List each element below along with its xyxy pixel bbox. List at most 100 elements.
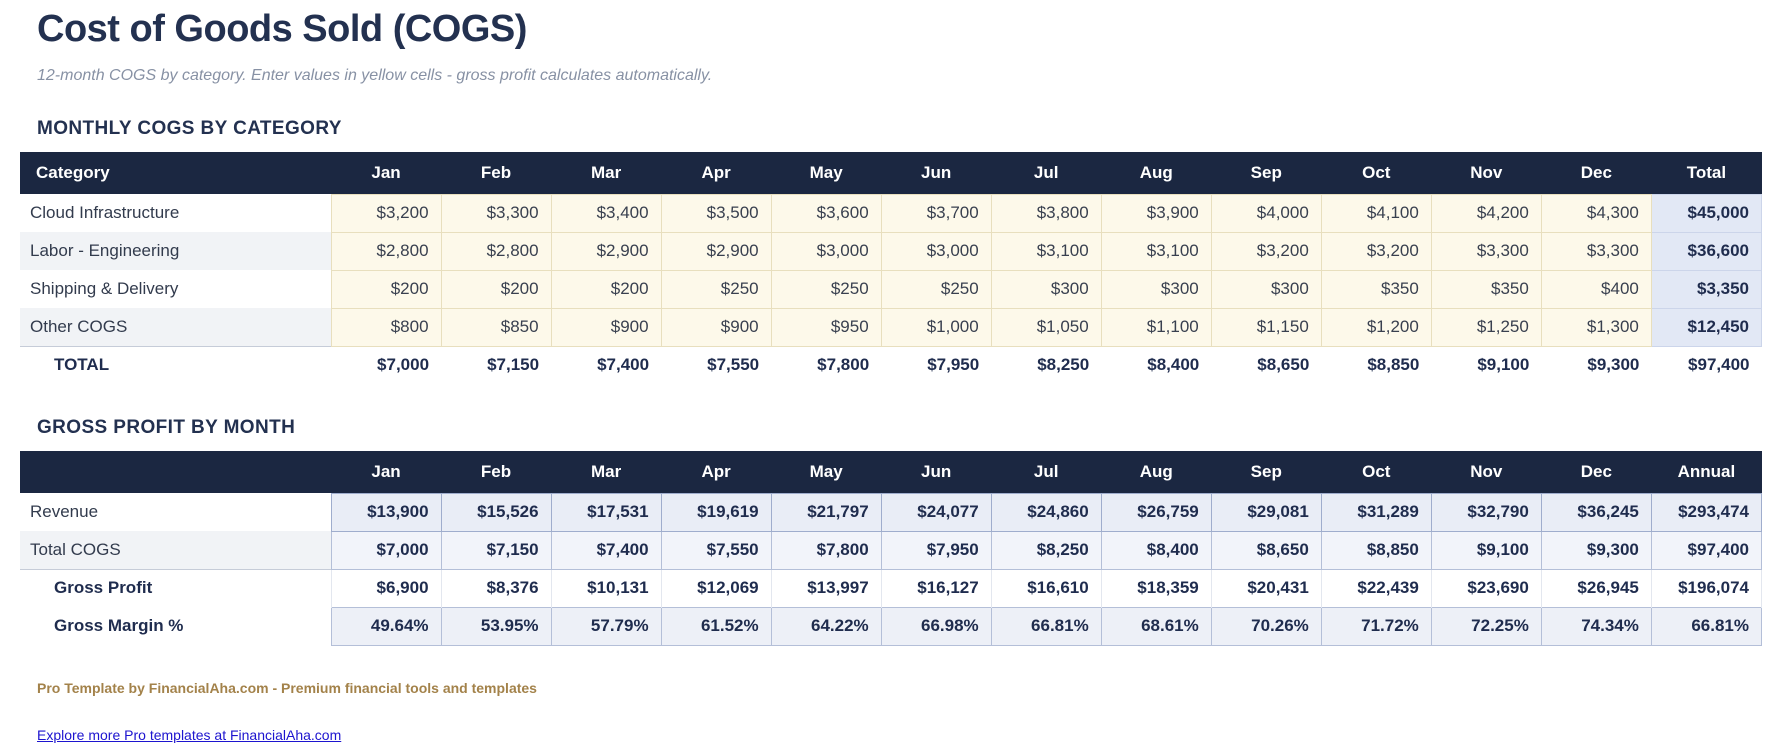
total-cogs-sep-cell: $8,650 xyxy=(1210,530,1322,570)
cloud-infrastructure-dec-cell[interactable]: $4,300 xyxy=(1540,193,1652,233)
revenue-aug-cell: $26,759 xyxy=(1100,492,1212,532)
labor-engineering-mar-cell[interactable]: $2,900 xyxy=(550,231,662,271)
shipping-delivery-total-cell: $3,350 xyxy=(1650,269,1763,309)
labor-engineering-feb-cell[interactable]: $2,800 xyxy=(440,231,552,271)
gross-margin-feb-cell: 53.95% xyxy=(440,606,552,646)
cloud-infrastructure-jul-cell[interactable]: $3,800 xyxy=(990,193,1102,233)
shipping-delivery-feb-cell[interactable]: $200 xyxy=(440,269,552,309)
other-cogs-nov-cell[interactable]: $1,250 xyxy=(1430,307,1542,347)
gross-margin-dec-cell: 74.34% xyxy=(1540,606,1652,646)
shipping-delivery-jan-cell[interactable]: $200 xyxy=(330,269,442,309)
total-dec-cell: $9,300 xyxy=(1541,345,1652,384)
cloud-infrastructure-may-cell[interactable]: $3,600 xyxy=(770,193,882,233)
total-cogs-aug-cell: $8,400 xyxy=(1100,530,1212,570)
revenue-may-cell: $21,797 xyxy=(770,492,882,532)
row-label-revenue: Revenue xyxy=(20,493,331,532)
gross-profit-jun-cell: $16,127 xyxy=(880,568,992,608)
col-header-feb: Feb xyxy=(441,151,552,195)
revenue-total-cell: $293,474 xyxy=(1650,492,1763,532)
gross-profit-apr-cell: $12,069 xyxy=(660,568,772,608)
shipping-delivery-oct-cell[interactable]: $350 xyxy=(1320,269,1432,309)
labor-engineering-aug-cell[interactable]: $3,100 xyxy=(1100,231,1212,271)
monthly-cogs-table: Category Jan Feb Mar Apr May Jun Jul Aug Sep Oct No… xyxy=(20,151,1763,384)
shipping-delivery-jun-cell[interactable]: $250 xyxy=(880,269,992,309)
explore-templates-link[interactable]: Explore more Pro templates at FinancialA… xyxy=(37,726,342,743)
row-label-total-cogs: Total COGS xyxy=(20,531,331,570)
section-title-monthly-cogs: MONTHLY COGS BY CATEGORY xyxy=(37,117,342,139)
shipping-delivery-nov-cell[interactable]: $350 xyxy=(1430,269,1542,309)
row-label-shipping-delivery: Shipping & Delivery xyxy=(20,270,331,309)
gross-profit-jan-cell: $6,900 xyxy=(330,568,442,608)
other-cogs-sep-cell[interactable]: $1,150 xyxy=(1210,307,1322,347)
other-cogs-jan-cell[interactable]: $800 xyxy=(330,307,442,347)
labor-engineering-sep-cell[interactable]: $3,200 xyxy=(1210,231,1322,271)
shipping-delivery-jul-cell[interactable]: $300 xyxy=(990,269,1102,309)
page-subtitle: 12-month COGS by category. Enter values … xyxy=(37,66,713,84)
col-header-mar: Mar xyxy=(551,151,662,195)
col-header-aug: Aug xyxy=(1101,151,1212,195)
shipping-delivery-may-cell[interactable]: $250 xyxy=(770,269,882,309)
labor-engineering-jul-cell[interactable]: $3,100 xyxy=(990,231,1102,271)
total-cogs-jun-cell: $7,950 xyxy=(880,530,992,570)
shipping-delivery-mar-cell[interactable]: $200 xyxy=(550,269,662,309)
other-cogs-aug-cell[interactable]: $1,100 xyxy=(1100,307,1212,347)
cloud-infrastructure-nov-cell[interactable]: $4,200 xyxy=(1430,193,1542,233)
total-cogs-dec-cell: $9,300 xyxy=(1540,530,1652,570)
labor-engineering-dec-cell[interactable]: $3,300 xyxy=(1540,231,1652,271)
col-header-nov: Nov xyxy=(1431,450,1542,494)
col-header-oct: Oct xyxy=(1321,151,1432,195)
col-header-mar: Mar xyxy=(551,450,662,494)
shipping-delivery-apr-cell[interactable]: $250 xyxy=(660,269,772,309)
col-header-apr: Apr xyxy=(661,450,772,494)
other-cogs-may-cell[interactable]: $950 xyxy=(770,307,882,347)
cloud-infrastructure-sep-cell[interactable]: $4,000 xyxy=(1210,193,1322,233)
other-cogs-dec-cell[interactable]: $1,300 xyxy=(1540,307,1652,347)
labor-engineering-nov-cell[interactable]: $3,300 xyxy=(1430,231,1542,271)
gross-margin-may-cell: 64.22% xyxy=(770,606,882,646)
page-title: Cost of Goods Sold (COGS) xyxy=(37,8,527,50)
shipping-delivery-dec-cell[interactable]: $400 xyxy=(1540,269,1652,309)
cloud-infrastructure-jan-cell[interactable]: $3,200 xyxy=(330,193,442,233)
revenue-dec-cell: $36,245 xyxy=(1540,492,1652,532)
col-header-oct: Oct xyxy=(1321,450,1432,494)
footer-brand-text: Pro Template by FinancialAha.com - Premi… xyxy=(37,679,537,696)
other-cogs-mar-cell[interactable]: $900 xyxy=(550,307,662,347)
table-row-cloud-infrastructure: Cloud Infrastructure $3,200 $3,300 $3,400 $3… xyxy=(20,193,1763,233)
other-cogs-jul-cell[interactable]: $1,050 xyxy=(990,307,1102,347)
gross-margin-jan-cell: 49.64% xyxy=(330,606,442,646)
labor-engineering-jan-cell[interactable]: $2,800 xyxy=(330,231,442,271)
labor-engineering-total-cell: $36,600 xyxy=(1650,231,1763,271)
total-mar-cell: $7,400 xyxy=(551,345,662,384)
labor-engineering-oct-cell[interactable]: $3,200 xyxy=(1320,231,1432,271)
row-label-total: TOTAL xyxy=(20,345,331,384)
shipping-delivery-sep-cell[interactable]: $300 xyxy=(1210,269,1322,309)
cloud-infrastructure-jun-cell[interactable]: $3,700 xyxy=(880,193,992,233)
cloud-infrastructure-oct-cell[interactable]: $4,100 xyxy=(1320,193,1432,233)
total-cogs-jul-cell: $8,250 xyxy=(990,530,1102,570)
monthly-cogs-header: Category Jan Feb Mar Apr May Jun Jul Aug Sep Oct No… xyxy=(20,151,1762,195)
shipping-delivery-aug-cell[interactable]: $300 xyxy=(1100,269,1212,309)
other-cogs-jun-cell[interactable]: $1,000 xyxy=(880,307,992,347)
other-cogs-apr-cell[interactable]: $900 xyxy=(660,307,772,347)
other-cogs-feb-cell[interactable]: $850 xyxy=(440,307,552,347)
labor-engineering-apr-cell[interactable]: $2,900 xyxy=(660,231,772,271)
col-header-apr: Apr xyxy=(661,151,772,195)
total-oct-cell: $8,850 xyxy=(1321,345,1432,384)
labor-engineering-may-cell[interactable]: $3,000 xyxy=(770,231,882,271)
cloud-infrastructure-mar-cell[interactable]: $3,400 xyxy=(550,193,662,233)
cloud-infrastructure-apr-cell[interactable]: $3,500 xyxy=(660,193,772,233)
col-header-jan: Jan xyxy=(331,151,442,195)
total-aug-cell: $8,400 xyxy=(1101,345,1212,384)
col-header-jun: Jun xyxy=(881,450,992,494)
gross-profit-dec-cell: $26,945 xyxy=(1540,568,1652,608)
cloud-infrastructure-feb-cell[interactable]: $3,300 xyxy=(440,193,552,233)
cloud-infrastructure-aug-cell[interactable]: $3,900 xyxy=(1100,193,1212,233)
other-cogs-oct-cell[interactable]: $1,200 xyxy=(1320,307,1432,347)
total-nov-cell: $9,100 xyxy=(1431,345,1542,384)
table-row-total: TOTAL $7,000 $7,150 $7,400 $7,550 $7,800 $7,95… xyxy=(20,345,1762,384)
revenue-jan-cell: $13,900 xyxy=(330,492,442,532)
table-row-gross-profit: Gross Profit $6,900 $8,376 $10,131 $12,069 $1… xyxy=(20,568,1763,608)
gross-profit-aug-cell: $18,359 xyxy=(1100,568,1212,608)
labor-engineering-jun-cell[interactable]: $3,000 xyxy=(880,231,992,271)
gross-margin-total-cell: 66.81% xyxy=(1650,606,1763,646)
